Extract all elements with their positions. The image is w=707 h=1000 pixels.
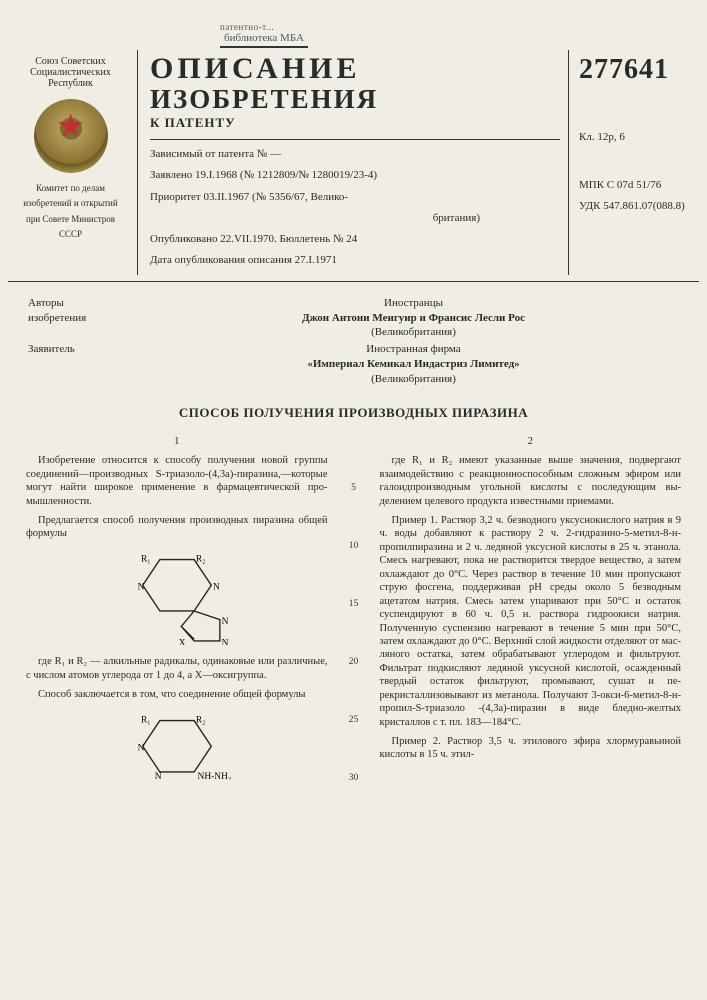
library-stamp: патентно-т... библиотека МБА [220, 22, 308, 48]
paragraph: где R₁ и R₂ имеют указанные выше значени… [380, 454, 682, 508]
issuer-line: Республик [10, 78, 131, 89]
svg-text:R₁: R₁ [141, 554, 151, 564]
doc-title-1: ОПИСАНИЕ [150, 54, 560, 84]
paragraph: где R₁ и R₂ — алкильные радикалы, одинак… [26, 655, 328, 682]
chemical-structure-1: R₁ R₂ N N N N X [117, 551, 237, 645]
descdate-line: Дата опубликования описания 27.I.1971 [150, 253, 560, 267]
paragraph: Предлагается способ получения производ­н… [26, 514, 328, 541]
authors-label: изобретения [28, 311, 148, 326]
invention-title: СПОСОБ ПОЛУЧЕНИЯ ПРОИЗВОДНЫХ ПИРАЗИНА [8, 405, 699, 421]
patent-number: 277641 [579, 54, 695, 86]
svg-text:X: X [178, 638, 185, 645]
dependent-patent: Зависимый от патента № — [150, 147, 560, 161]
divider [150, 139, 560, 140]
class-kl: Кл. 12p, 6 [579, 131, 695, 143]
svg-text:N: N [137, 743, 144, 753]
issuer-line: Социалистических [10, 67, 131, 78]
paragraph: Способ заключается в том, что соединение… [26, 688, 328, 701]
applicant-label: Заявитель [28, 342, 148, 387]
svg-text:N: N [154, 771, 161, 780]
svg-text:R₂: R₂ [196, 715, 206, 725]
issuer-line: Союз Советских [10, 56, 131, 67]
class-mpk: МПК С 07d 51/76 [579, 179, 695, 191]
authors-label: Авторы [28, 296, 148, 311]
column-number: 1 [26, 435, 328, 448]
svg-text:R₁: R₁ [141, 715, 151, 725]
line-number-gutter: 5 10 15 20 25 30 [346, 435, 362, 831]
state-emblem-icon [34, 99, 108, 173]
committee-line: при Совете Министров [10, 214, 131, 225]
paragraph: Пример 1. Раствор 3,2 ч. безводного ук­с… [380, 514, 682, 729]
paragraph: Пример 2. Раствор 3,5 ч. этилового эфи­р… [380, 735, 682, 762]
authors-block: Авторы изобретения Иностранцы Джон Антон… [28, 296, 679, 387]
doc-title-2: ИЗОБРЕТЕНИЯ [150, 86, 560, 113]
line-number: 30 [346, 773, 362, 783]
svg-text:NH-NH₂: NH-NH₂ [197, 771, 231, 780]
svg-text:N: N [137, 582, 144, 592]
column-number: 2 [380, 435, 682, 448]
header-block: Союз Советских Социалистических Республи… [8, 50, 699, 282]
firm-label: Иностранная фирма [148, 342, 679, 357]
published-line: Опубликовано 22.VII.1970. Бюллетень № 24 [150, 232, 560, 246]
line-number: 15 [346, 599, 362, 609]
committee-line: СССР [10, 229, 131, 240]
author-country: (Великобритания) [148, 325, 679, 340]
line-number: 10 [346, 541, 362, 551]
column-1: 1 Изобретение относится к способу получе… [26, 435, 328, 831]
priority-line-2: британия) [150, 211, 560, 225]
firm-name: «Империал Кемикал Индастриз Лимитед» [148, 357, 679, 372]
committee-line: изобретений и открытий [10, 198, 131, 209]
svg-text:N: N [221, 638, 228, 645]
line-number: 5 [346, 483, 362, 493]
body-columns: 1 Изобретение относится к способу получе… [8, 435, 699, 831]
title-column: ОПИСАНИЕ ИЗОБРЕТЕНИЯ К ПАТЕНТУ Зависимый… [138, 50, 569, 275]
author-names: Джон Антони Меигуир и Франсис Лесли Рос [148, 311, 679, 326]
classification-column: 277641 Кл. 12p, 6 МПК С 07d 51/76 УДК 54… [569, 50, 699, 275]
firm-country: (Великобритания) [148, 372, 679, 387]
stamp-line-1: патентно-т... [220, 22, 308, 32]
column-2: 2 где R₁ и R₂ имеют указанные выше значе… [380, 435, 682, 831]
doc-subtitle: К ПАТЕНТУ [150, 115, 560, 131]
line-number: 25 [346, 715, 362, 725]
stamp-line-2: библиотека МБА [220, 32, 308, 48]
priority-line: Приоритет 03.II.1967 (№ 5356/67, Велико- [150, 190, 560, 204]
paragraph: Изобретение относится к способу получени… [26, 454, 328, 508]
filed-line: Заявлено 19.I.1968 (№ 1212809/№ 1280019/… [150, 168, 560, 182]
svg-text:N: N [213, 582, 220, 592]
chemical-structure-2: R₁ R₂ N N NH-NH₂ [117, 712, 237, 781]
foreigners-label: Иностранцы [148, 296, 679, 311]
class-udk: УДК 547.861.07(088.8) [579, 200, 695, 212]
issuer-column: Союз Советских Социалистических Республи… [8, 50, 138, 275]
committee-line: Комитет по делам [10, 183, 131, 194]
svg-text:N: N [221, 617, 228, 627]
svg-text:R₂: R₂ [196, 554, 206, 564]
line-number: 20 [346, 657, 362, 667]
